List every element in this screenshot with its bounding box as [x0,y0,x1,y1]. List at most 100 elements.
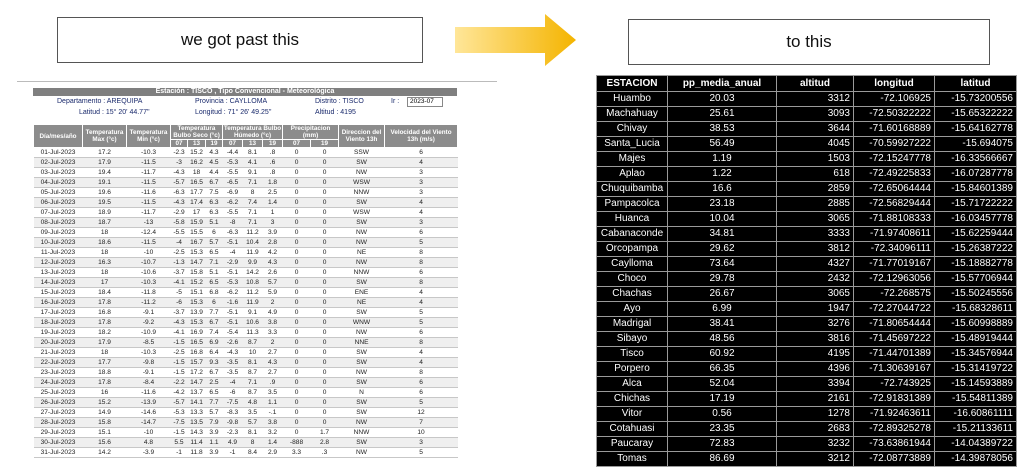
cell: 11.9 [242,297,263,308]
data-row: 14-Jul-2023 17 -10.3 -4.1 15.2 6.5 -5.3 10.8 5.7… [33,277,458,288]
cell: 2.5 [262,187,283,198]
cell: -5.3 [222,157,243,168]
cell: 3.5 [262,387,283,398]
cell: 13.9 [187,307,206,318]
cell: 18 [82,227,127,238]
cell: 15.3 [187,317,206,328]
cell: 0 [282,407,311,418]
cell: 10-Jul-2023 [33,237,83,248]
cell: N [338,387,385,398]
cell: SW [338,307,385,318]
data-row: Santa_Lucia 56.49 4045 -70.59927222 -15.6940… [596,136,1017,152]
cell: 1.7 [310,427,339,438]
cell: -2.3 [222,427,243,438]
cell: 0 [310,257,339,268]
cell: 34.81 [667,226,777,242]
cell: -1 [170,447,188,458]
cell: 3.2 [262,427,283,438]
data-row: Paucaray 72.83 3232 -73.63861944 -14.0438972… [596,436,1017,452]
cell: 0 [282,147,311,158]
cell: 6 [384,327,458,338]
data-row: 09-Jul-2023 18 -12.4 -5.5 15.5 6 -6.3 11.2 3.9 0 0… [33,227,458,238]
cell: -72.65064444 [853,181,935,197]
cell: -72.08773889 [853,451,935,467]
cell: -9.1 [126,307,171,318]
cell: 0 [282,237,311,248]
cell: 15.3 [187,297,206,308]
cell: -1.5 [170,337,188,348]
cell: Cabanaconde [596,226,668,242]
cell: 15.3 [187,247,206,258]
cell: Tisco [596,346,668,362]
cell: 18-Jul-2023 [33,317,83,328]
cell: 8.1 [242,427,263,438]
data-row: 11-Jul-2023 18 -10 -2.5 15.3 6.5 -4 11.9 4.2 0 0 NE… [33,247,458,258]
month-select[interactable]: 2023-07 [407,97,443,107]
info: Provincia : CAYLLOMA [195,98,268,105]
cell: 0 [282,297,311,308]
cell: 3.8 [262,317,283,328]
cell: Caylloma [596,256,668,272]
cell: 0 [310,337,339,348]
cell: 0 [282,397,311,408]
cell: 6.9 [205,337,223,348]
data-row: 22-Jul-2023 17.7 -9.8 -1.5 15.7 9.3 -3.5 8.1 4.3… [33,357,458,368]
data-row: 23-Jul-2023 18.8 -9.1 -1.5 17.2 6.7 -3.5 8.7 2.7… [33,367,458,378]
cell: 23.35 [667,421,777,437]
cell: -11.2 [126,297,171,308]
cell: 3.3 [282,447,311,458]
cell: 13-Jul-2023 [33,267,83,278]
cell: 4327 [776,256,854,272]
cell: 0 [310,317,339,328]
data-row: Vitor 0.56 1278 -71.92463611 -16.60861111 [596,406,1017,422]
cell: 9.9 [242,257,263,268]
cell: Vitor [596,406,668,422]
cell: -15.694075 [934,136,1017,152]
cell: -14.04389722 [934,436,1017,452]
cell: 1.8 [262,177,283,188]
data-row: 05-Jul-2023 19.6 -11.6 -6.3 17.7 7.5 -6.9 8 2.5 0… [33,187,458,198]
cell: 0 [282,387,311,398]
cell: Alca [596,376,668,392]
cell: -71.80654444 [853,316,935,332]
cell: 18.7 [82,217,127,228]
cell: 17.8 [82,297,127,308]
cell: -71.60168889 [853,121,935,137]
cell: -8.5 [126,337,171,348]
cell: 0 [282,227,311,238]
column-header: Temperatura Max (°c) [82,124,127,148]
cell: -6 [170,297,188,308]
cell: 73.64 [667,256,777,272]
data-row: 31-Jul-2023 14.2 -3.9 -1 11.8 3.9 -1 8.4 2.9 3.3.… [33,447,458,458]
cell: 3 [384,167,458,178]
data-row: 27-Jul-2023 14.9 -14.6 -5.3 13.3 5.7 -8.3 3.5 -.… [33,407,458,418]
data-row: Chuquibamba 16.6 2859 -72.65064444 -15.84601… [596,181,1017,197]
cell: -5.4 [222,327,243,338]
cell: 0 [310,357,339,368]
cell: 03-Jul-2023 [33,167,83,178]
cell: -6.2 [222,197,243,208]
data-row: 04-Jul-2023 19.1 -11.5 -5.7 16.5 6.7 -6.5 7.1 1.… [33,177,458,188]
cell: 0 [282,217,311,228]
cell: -3.5 [222,357,243,368]
cell: NNW [338,187,385,198]
cell: 8 [384,277,458,288]
cell: 25.61 [667,106,777,122]
cell: -15.14593889 [934,376,1017,392]
data-row: 13-Jul-2023 18 -10.6 -3.7 15.8 5.1 -5.1 14.2 2.6… [33,267,458,278]
cell: 4.2 [262,247,283,258]
cell: 15.2 [82,397,127,408]
data-row: 15-Jul-2023 18.4 -11.8 -5 15.1 6.8 -6.2 11.2 5.9… [33,287,458,298]
info: Latitud : 15° 20' 44.77'' [79,109,150,116]
info-row: Latitud : 15° 20' 44.77'' Longitud : 71°… [33,107,457,118]
cell: -16.60861111 [934,406,1017,422]
cell: 17.7 [82,357,127,368]
cell: Santa_Lucia [596,136,668,152]
cell: -16.07287778 [934,166,1017,182]
data-row: 12-Jul-2023 16.3 -10.7 -1.3 14.7 7.1 -2.9 9.9 4.… [33,257,458,268]
arrow [455,14,576,66]
cell: -888 [282,437,311,448]
cell: -72.49225833 [853,166,935,182]
cell: 23.18 [667,196,777,212]
cell: -4.2 [170,387,188,398]
